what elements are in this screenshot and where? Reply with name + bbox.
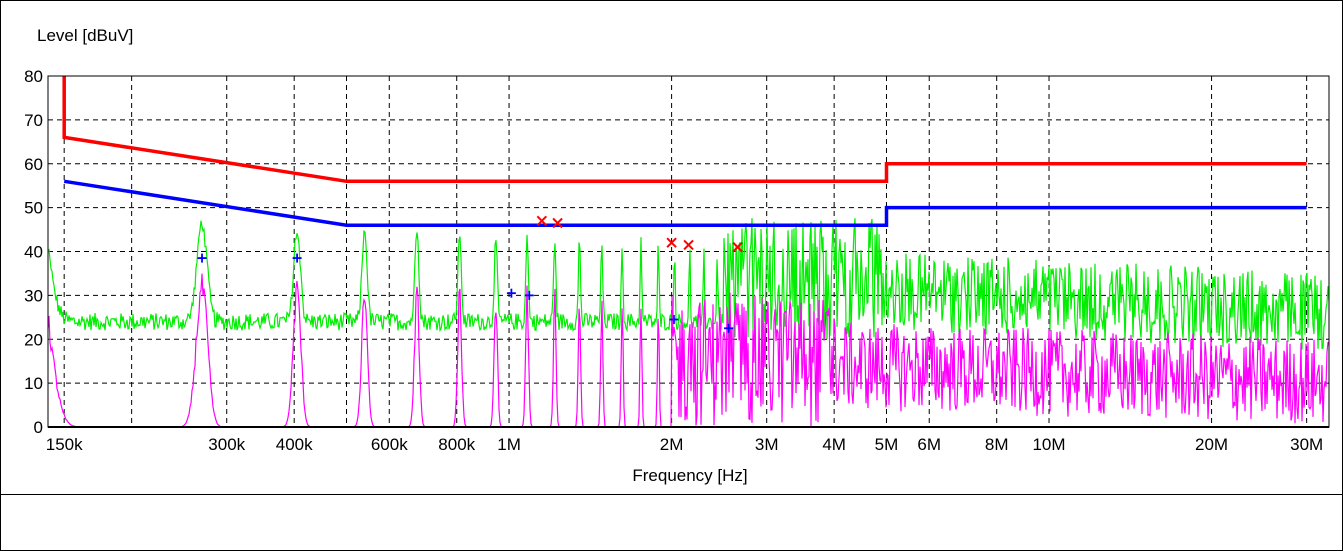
y-tick-label: 30	[24, 286, 43, 305]
x-tick-label: 4M	[822, 435, 846, 454]
bottom-panel	[1, 495, 1342, 550]
plus-marker	[292, 253, 302, 263]
x-tick-label: 3M	[755, 435, 779, 454]
series-layer	[47, 218, 1330, 428]
plus-marker	[506, 288, 516, 298]
x-marker	[666, 237, 677, 248]
limit-line-2	[63, 179, 1307, 227]
x-tick-label: 20M	[1195, 435, 1228, 454]
x-axis-title: Frequency [Hz]	[632, 466, 747, 485]
x-tick-label: 150k	[46, 435, 83, 454]
y-tick-labels: 0 10 20 30 40 50 60 70 80	[24, 67, 43, 437]
plus-marker	[724, 323, 734, 333]
x-tick-label: 600k	[371, 435, 408, 454]
x-tick-label: 8M	[985, 435, 1009, 454]
y-axis-title: Level [dBuV]	[37, 26, 133, 45]
x-tick-label: 5M	[875, 435, 899, 454]
x-tick-label: 30M	[1290, 435, 1323, 454]
plus-marker	[669, 315, 679, 325]
x-marker	[683, 239, 694, 251]
y-tick-label: 40	[24, 243, 43, 262]
plus-marker	[524, 290, 534, 300]
x-tick-label: 1M	[497, 435, 521, 454]
y-tick-label: 10	[24, 374, 43, 393]
y-tick-label: 60	[24, 155, 43, 174]
x-tick-label: 6M	[917, 435, 941, 454]
y-tick-label: 80	[24, 67, 43, 86]
limit-line-1	[62, 76, 1307, 184]
x-tick-label: 800k	[438, 435, 475, 454]
series-line-peak	[47, 218, 1330, 350]
y-tick-label: 50	[24, 199, 43, 218]
plus-marker	[197, 253, 207, 263]
x-tick-label: 300k	[208, 435, 245, 454]
y-tick-label: 0	[34, 418, 43, 437]
y-tick-label: 70	[24, 111, 43, 130]
grid	[48, 75, 1329, 427]
markers	[48, 215, 1329, 428]
chart-area: Level [dBuV] 0 10 20 30 40 50 60 70 80 150k 300k 4…	[1, 1, 1342, 495]
x-marker	[536, 215, 548, 226]
emission-chart: Level [dBuV] 0 10 20 30 40 50 60 70 80 150k 300k 4…	[24, 26, 1330, 485]
plot-frame	[47, 75, 1330, 428]
limit-lines	[62, 76, 1307, 227]
x-marker	[732, 241, 743, 253]
x-tick-label: 2M	[660, 435, 684, 454]
x-tick-labels: 150k 300k 400k 600k 800k 1M 2M 3M 4M 5M 6M 8M 10M 20M…	[46, 435, 1323, 454]
y-tick-label: 20	[24, 330, 43, 349]
x-tick-label: 10M	[1032, 435, 1065, 454]
x-marker	[552, 217, 563, 229]
x-tick-label: 400k	[276, 435, 313, 454]
